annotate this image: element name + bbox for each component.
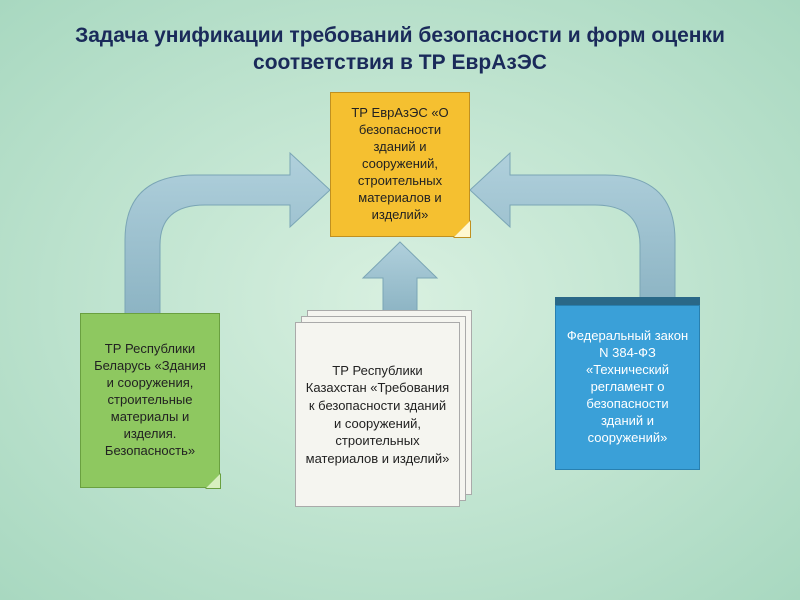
box-right: Федеральный закон N 384-ФЗ «Технический …	[555, 305, 700, 470]
page-title: Задача унификации требований безопасност…	[50, 22, 750, 77]
box-right-text: Федеральный закон N 384-ФЗ «Технический …	[564, 328, 691, 446]
box-left-text: ТР Республики Беларусь «Здания и сооруже…	[89, 341, 211, 459]
box-mid: ТР Республики Казахстан «Требования к бе…	[295, 322, 460, 507]
box-left: ТР Республики Беларусь «Здания и сооруже…	[80, 313, 220, 488]
arrow-mid	[355, 240, 445, 320]
box-mid-stack: ТР Республики Казахстан «Требования к бе…	[295, 310, 470, 505]
box-top-text: ТР ЕврАзЭС «О безопасности зданий и соор…	[339, 105, 461, 223]
arrow-left	[95, 145, 335, 330]
box-mid-text: ТР Республики Казахстан «Требования к бе…	[304, 362, 451, 467]
box-top: ТР ЕврАзЭС «О безопасности зданий и соор…	[330, 92, 470, 237]
arrow-right	[465, 145, 705, 320]
